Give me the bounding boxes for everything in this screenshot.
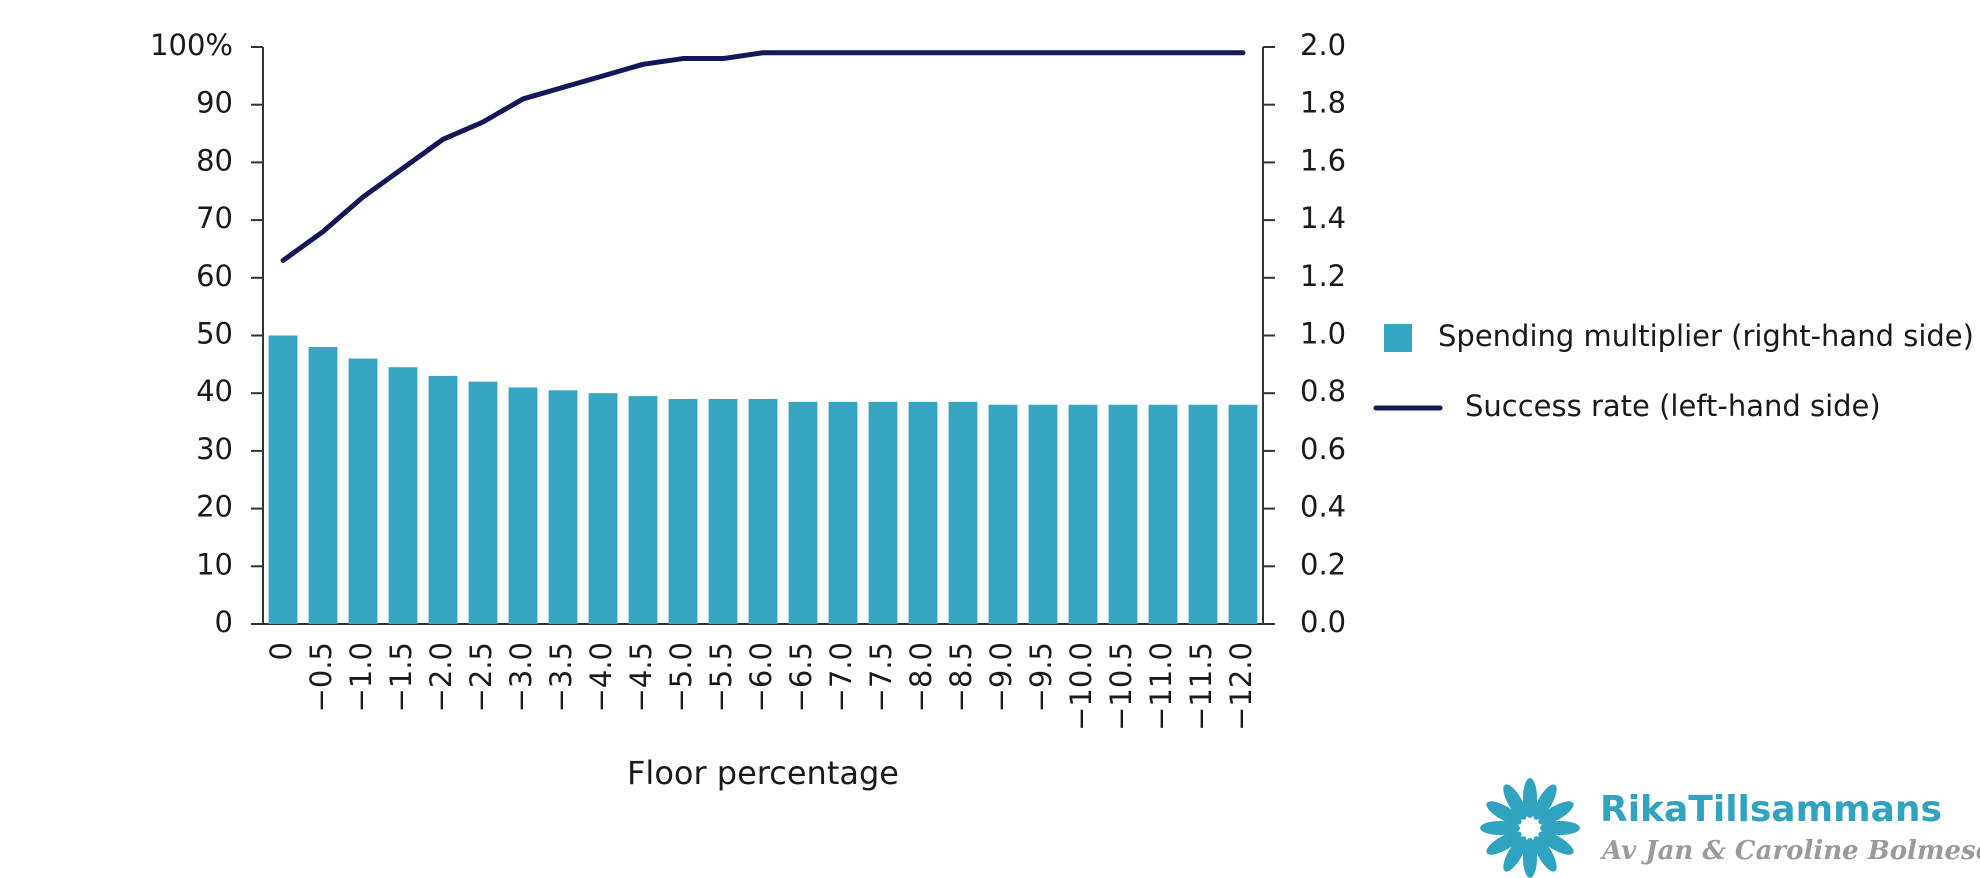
y-tick-label: 50 bbox=[196, 317, 233, 351]
logo bbox=[1480, 778, 1580, 878]
y-tick-label: 60 bbox=[196, 259, 233, 293]
x-tick-label: −6.0 bbox=[744, 642, 778, 712]
x-tick-label: −2.5 bbox=[464, 642, 498, 712]
y2-tick-label: 1.0 bbox=[1300, 317, 1346, 351]
legend-swatch bbox=[1384, 324, 1412, 352]
bar bbox=[708, 398, 738, 624]
x-tick-label: −12.0 bbox=[1224, 642, 1258, 731]
y-tick-label: 40 bbox=[196, 374, 233, 408]
x-tick-label: −1.0 bbox=[344, 642, 378, 712]
bar bbox=[1028, 404, 1058, 624]
y2-tick-label: 0.6 bbox=[1300, 432, 1346, 466]
y-tick-label: 30 bbox=[196, 432, 233, 466]
x-tick-label: −8.0 bbox=[904, 642, 938, 712]
x-tick-label: −4.0 bbox=[584, 642, 618, 712]
y-tick-label: 0 bbox=[215, 605, 233, 639]
bar bbox=[948, 401, 978, 624]
x-tick-label: −4.5 bbox=[624, 642, 658, 712]
byline: Av Jan & Caroline Bolmeson bbox=[1599, 836, 1980, 866]
y-tick-label: 80 bbox=[196, 143, 233, 177]
x-tick-label: −10.0 bbox=[1064, 642, 1098, 731]
y-tick-label: 10 bbox=[196, 547, 233, 581]
legend-label: Success rate (left-hand side) bbox=[1465, 389, 1881, 423]
x-tick-label: −9.0 bbox=[984, 642, 1018, 712]
x-tick-label: −1.5 bbox=[384, 642, 418, 712]
y2-tick-label: 0.0 bbox=[1300, 605, 1346, 639]
x-tick-label: −5.5 bbox=[704, 642, 738, 712]
line bbox=[280, 50, 1246, 263]
x-tick-label: −6.5 bbox=[784, 642, 818, 712]
bar bbox=[268, 335, 298, 624]
x-axis-title: Floor percentage bbox=[627, 754, 899, 792]
y2-tick-label: 1.4 bbox=[1300, 201, 1346, 235]
y-tick-label: 70 bbox=[196, 201, 233, 235]
bar bbox=[1188, 404, 1218, 624]
x-tick-label: −2.0 bbox=[424, 642, 458, 712]
y2-tick-label: 0.8 bbox=[1300, 374, 1346, 408]
bar bbox=[668, 398, 698, 624]
x-tick-label: −3.5 bbox=[544, 642, 578, 712]
x-tick-label: −7.5 bbox=[864, 642, 898, 712]
bar bbox=[348, 358, 378, 624]
y2-tick-label: 0.4 bbox=[1300, 490, 1346, 524]
y2-tick-label: 2.0 bbox=[1300, 28, 1346, 62]
bar bbox=[428, 375, 458, 624]
bar bbox=[788, 401, 818, 624]
y2-tick-label: 1.2 bbox=[1300, 259, 1346, 293]
x-tick-label: −9.5 bbox=[1024, 642, 1058, 712]
bar bbox=[1228, 404, 1258, 624]
x-tick-label: −10.5 bbox=[1104, 642, 1138, 731]
y-tick-label: 90 bbox=[196, 86, 233, 120]
bar bbox=[1108, 404, 1138, 624]
bar bbox=[308, 347, 338, 624]
legend-label: Spending multiplier (right-hand side) bbox=[1438, 319, 1974, 353]
bar bbox=[1068, 404, 1098, 624]
y-tick-label: 20 bbox=[196, 490, 233, 524]
x-tick-label: −8.5 bbox=[944, 642, 978, 712]
bar bbox=[548, 390, 578, 624]
y-tick-label: 100% bbox=[150, 28, 233, 62]
y2-tick-label: 1.6 bbox=[1300, 143, 1346, 177]
bar bbox=[628, 396, 658, 624]
x-tick-label: −3.0 bbox=[504, 642, 538, 712]
bar bbox=[748, 398, 778, 624]
bar bbox=[468, 381, 498, 624]
bar bbox=[388, 367, 418, 624]
y2-tick-label: 1.8 bbox=[1300, 86, 1346, 120]
bar bbox=[988, 404, 1018, 624]
bar bbox=[868, 401, 898, 624]
bar bbox=[908, 401, 938, 624]
x-tick-label: 0 bbox=[264, 642, 298, 660]
brand: RikaTillsammans bbox=[1600, 789, 1942, 830]
y2-tick-label: 0.2 bbox=[1300, 547, 1346, 581]
bar bbox=[588, 393, 618, 624]
x-tick-label: −11.5 bbox=[1184, 642, 1218, 731]
x-tick-label: −5.0 bbox=[664, 642, 698, 712]
x-tick-label: −7.0 bbox=[824, 642, 858, 712]
x-tick-label: −11.0 bbox=[1144, 642, 1178, 731]
bar bbox=[1148, 404, 1178, 624]
bar bbox=[508, 387, 538, 624]
x-tick-label: −0.5 bbox=[304, 642, 338, 712]
bar bbox=[828, 401, 858, 624]
